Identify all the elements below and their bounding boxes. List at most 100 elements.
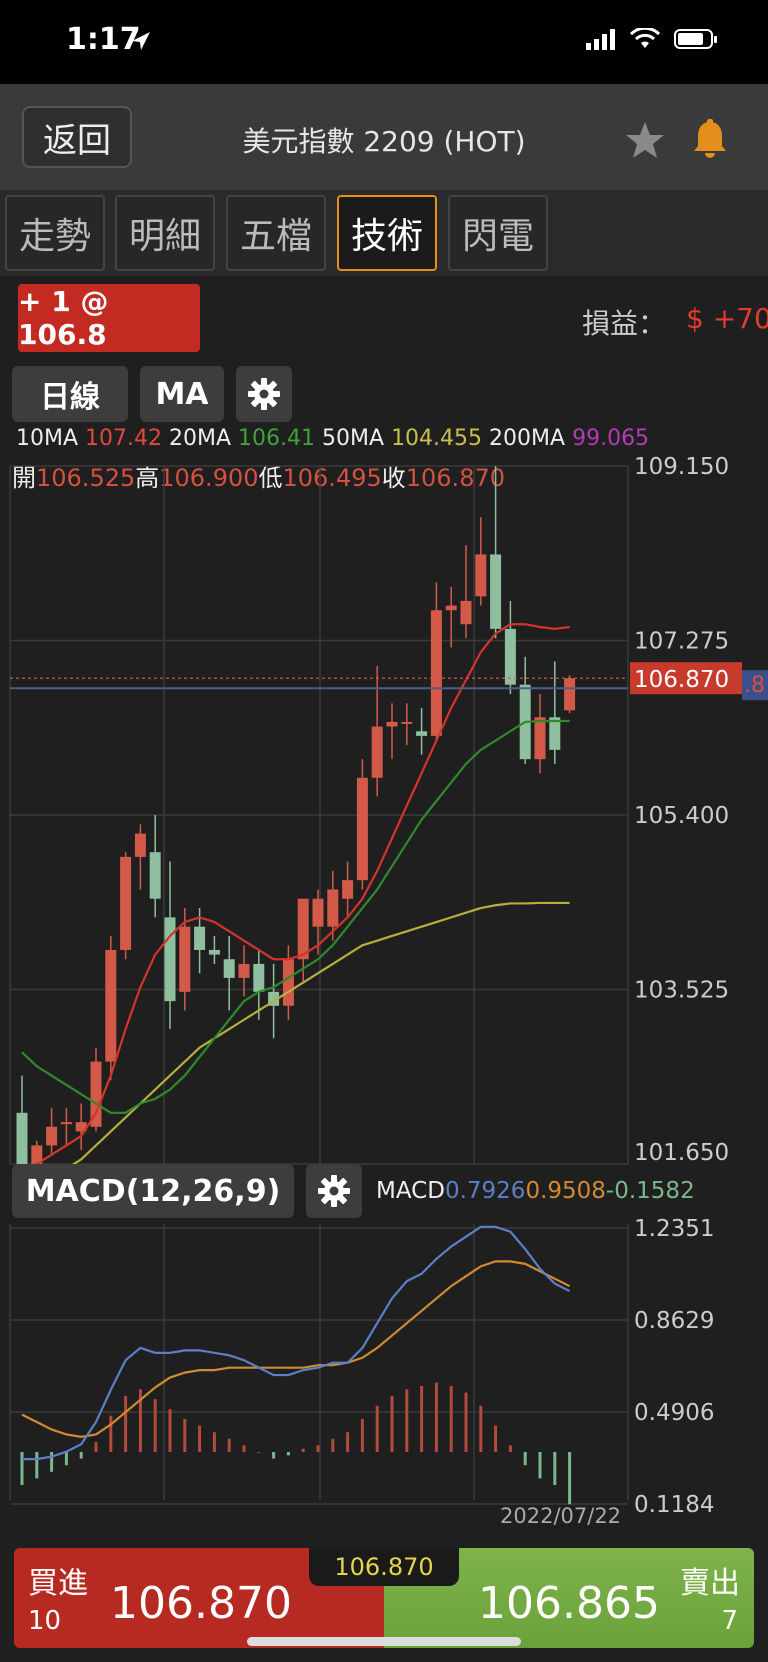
back-button[interactable]: 返回: [22, 106, 132, 168]
tab-detail[interactable]: 明細: [115, 195, 215, 271]
period-button[interactable]: 日線: [12, 366, 128, 422]
macd-histogram-bar: [109, 1415, 113, 1452]
candle-body: [16, 1112, 28, 1169]
macd-dif-line: [22, 1225, 571, 1461]
macd-tick-label: 0.4906: [634, 1400, 714, 1426]
macd-histogram-bar: [242, 1445, 246, 1452]
buy-label: 買進: [28, 1566, 88, 1601]
macd-histogram-bar: [198, 1425, 202, 1452]
ma50-line: [21, 901, 570, 1189]
macd-histogram-bar: [227, 1438, 231, 1452]
ma20-value: 106.41: [238, 426, 316, 451]
close-value: 106.870: [405, 464, 505, 492]
macd-histogram-bar: [50, 1452, 54, 1472]
candle-body: [46, 1126, 58, 1146]
tab-technical[interactable]: 技術: [337, 195, 437, 271]
open-label: 開: [12, 464, 36, 492]
macd-values: MACD0.79260.9508-0.1582: [376, 1178, 695, 1204]
high-value: 106.900: [159, 464, 259, 492]
candle-body: [534, 717, 546, 760]
ma50-value: 104.455: [391, 426, 483, 451]
candle-body: [164, 917, 176, 1002]
tab-flash[interactable]: 閃電: [448, 195, 548, 271]
macd-tick-label: 0.8629: [634, 1308, 714, 1334]
candle-body: [194, 926, 206, 950]
macd-histogram-bar: [272, 1452, 276, 1459]
indicator-button[interactable]: MA: [140, 366, 224, 422]
macd-histogram-bar: [494, 1425, 498, 1452]
macd-histogram-bar: [124, 1395, 128, 1452]
low-label: 低: [258, 464, 283, 492]
candle-body: [504, 628, 516, 685]
status-time: 1:17: [66, 22, 141, 57]
macd-histogram-bar: [183, 1419, 187, 1452]
tab-order-book[interactable]: 五檔: [226, 195, 326, 271]
position-badge[interactable]: + 1 @ 106.8: [18, 284, 200, 352]
partial-price-tag: [742, 670, 768, 701]
macd-histogram-bar: [301, 1448, 305, 1452]
current-price-tag: [630, 662, 742, 695]
macd-histogram-bar: [420, 1386, 424, 1452]
macd-indicator-button[interactable]: MACD(12,26,9): [12, 1164, 294, 1218]
macd-histogram-bar: [331, 1438, 335, 1452]
last-price: 106.870: [309, 1548, 459, 1586]
candlestick-series: [16, 466, 576, 1188]
macd-histogram-bar: [64, 1452, 68, 1466]
buy-price: 106.870: [110, 1578, 292, 1629]
candle-body: [490, 554, 502, 629]
macd-histogram-bar: [286, 1452, 290, 1456]
ohlc-readout: 開106.525高106.900低106.495收106.870: [12, 458, 505, 493]
candle-body: [134, 833, 146, 857]
ma20-line: [21, 719, 570, 1114]
price-tick-label: 109.150: [634, 454, 729, 480]
open-value: 106.525: [36, 464, 136, 492]
macd-histogram-bar: [153, 1399, 157, 1452]
macd-histogram-bar: [212, 1432, 216, 1452]
sell-quantity: 7: [721, 1606, 738, 1636]
high-label: 高: [135, 464, 160, 492]
status-icons: [586, 28, 718, 50]
ma10-label: 10MA: [16, 426, 79, 451]
candle-body: [460, 600, 472, 625]
candle-body: [327, 889, 339, 927]
candle-body: [564, 678, 576, 711]
gear-icon: [318, 1175, 350, 1207]
candle-body: [297, 898, 309, 960]
macd-histogram-bar: [508, 1445, 512, 1452]
macd-histogram-bar: [138, 1389, 142, 1452]
candle-body: [75, 1122, 87, 1132]
macd-histogram-bar: [20, 1452, 24, 1485]
macd-histogram-bar: [346, 1432, 350, 1452]
pnl-label: 損益：: [582, 307, 667, 340]
candle-body: [371, 726, 383, 778]
macd-hist-value: -0.1582: [605, 1178, 695, 1204]
tab-trend[interactable]: 走勢: [5, 195, 105, 271]
chart-settings-button[interactable]: [236, 366, 292, 422]
macd-dea-line: [21, 1260, 571, 1438]
macd-label: MACD: [376, 1178, 445, 1204]
macd-histogram-bar: [568, 1452, 572, 1505]
candle-body: [549, 717, 561, 750]
sell-price: 106.865: [478, 1578, 660, 1629]
location-arrow-icon: [132, 32, 150, 50]
candle-body: [60, 1122, 72, 1125]
macd-dif-value: 0.7926: [444, 1178, 526, 1204]
macd-histogram-bar: [553, 1452, 557, 1485]
price-tick-label: 105.400: [634, 803, 729, 829]
pnl-value: $ +70: [686, 302, 768, 335]
star-icon[interactable]: [624, 120, 666, 160]
macd-histogram-bar: [257, 1452, 261, 1453]
nav-bar: 返回 美元指數 2209 (HOT): [0, 84, 768, 190]
macd-settings-button[interactable]: [306, 1164, 362, 1218]
price-tick-label: 103.525: [634, 978, 729, 1004]
price-chart[interactable]: 109.150 107.275 105.400 103.525 101.650 106.8…: [0, 0, 768, 1540]
candle-body: [90, 1061, 102, 1127]
ma200-label: 200MA: [489, 426, 566, 451]
macd-histogram-bar: [479, 1405, 483, 1452]
sell-label: 賣出: [680, 1566, 740, 1601]
candle-body: [386, 721, 398, 727]
bell-icon[interactable]: [690, 118, 730, 160]
tab-bar: 走勢 明細 五檔 技術 閃電: [0, 190, 768, 276]
candle-body: [149, 852, 161, 899]
gear-icon: [248, 378, 280, 410]
